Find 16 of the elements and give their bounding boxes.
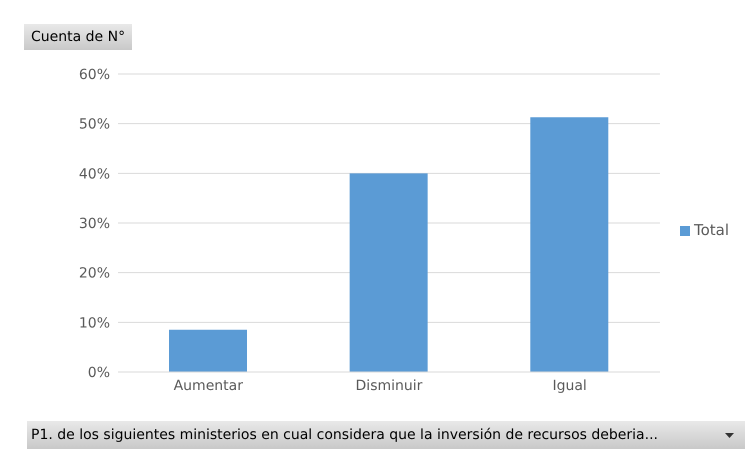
bar	[530, 117, 608, 372]
x-tick-label: Aumentar	[174, 378, 244, 394]
y-tick-label: 60%	[78, 66, 110, 83]
x-tick-label: Igual	[552, 378, 587, 394]
chart-title: Cuenta de N°	[24, 24, 132, 50]
bar	[350, 173, 428, 372]
y-tick-label: 0%	[88, 364, 110, 381]
y-tick-label: 50%	[78, 116, 110, 133]
x-tick-label: Disminuir	[356, 378, 423, 394]
y-tick-label: 40%	[78, 166, 110, 182]
legend-label: Total	[694, 221, 729, 239]
bar	[169, 330, 247, 372]
x-axis-title: P1. de los siguientes ministerios en cual considera que la inversión de recursos deberia...	[27, 421, 745, 449]
y-tick-label: 20%	[78, 266, 110, 282]
y-tick-label: 30%	[78, 216, 110, 232]
y-tick-label: 10%	[78, 315, 110, 332]
